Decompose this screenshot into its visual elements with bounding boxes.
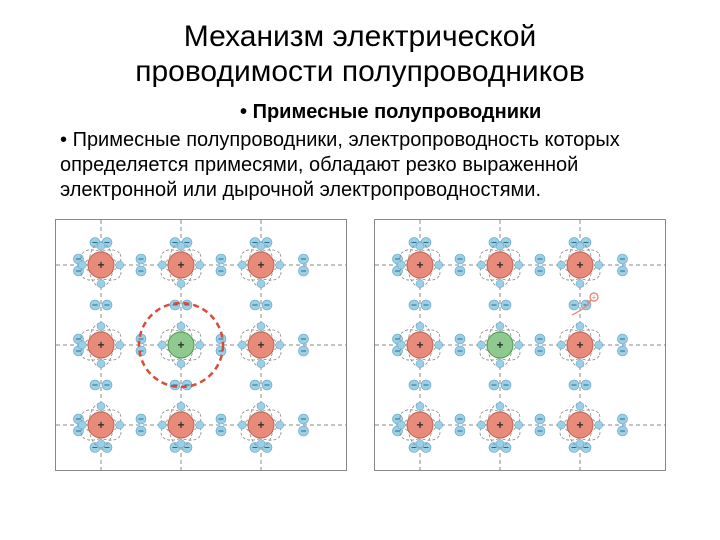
lattice-left: + + + + + + + + + bbox=[55, 219, 347, 471]
svg-text:+: + bbox=[416, 258, 423, 272]
svg-text:+: + bbox=[177, 258, 184, 272]
svg-text:+: + bbox=[177, 418, 184, 432]
svg-text:+: + bbox=[97, 418, 104, 432]
svg-text:+: + bbox=[97, 338, 104, 352]
body-text: Примесные полупроводники, электропроводн… bbox=[60, 128, 680, 203]
diagram-row: + + + + + + + + + + + + + + + + + + + bbox=[40, 219, 680, 471]
svg-text:+: + bbox=[97, 258, 104, 272]
svg-text:+: + bbox=[257, 258, 264, 272]
svg-text:+: + bbox=[177, 338, 184, 352]
page-title: Механизм электрической проводимости полу… bbox=[40, 20, 680, 89]
svg-text:+: + bbox=[576, 418, 583, 432]
lattice-right: + + + + + + + + + + bbox=[374, 219, 666, 471]
svg-text:+: + bbox=[496, 258, 503, 272]
svg-text:+: + bbox=[416, 418, 423, 432]
svg-text:+: + bbox=[416, 338, 423, 352]
svg-text:+: + bbox=[591, 293, 596, 302]
svg-text:+: + bbox=[257, 418, 264, 432]
title-line-2: проводимости полупроводников bbox=[135, 55, 585, 88]
svg-text:+: + bbox=[496, 338, 503, 352]
svg-text:+: + bbox=[576, 338, 583, 352]
svg-text:+: + bbox=[496, 418, 503, 432]
subheading: Примесные полупроводники bbox=[240, 101, 680, 124]
title-line-1: Механизм электрической bbox=[184, 20, 536, 53]
svg-text:+: + bbox=[257, 338, 264, 352]
svg-text:+: + bbox=[576, 258, 583, 272]
